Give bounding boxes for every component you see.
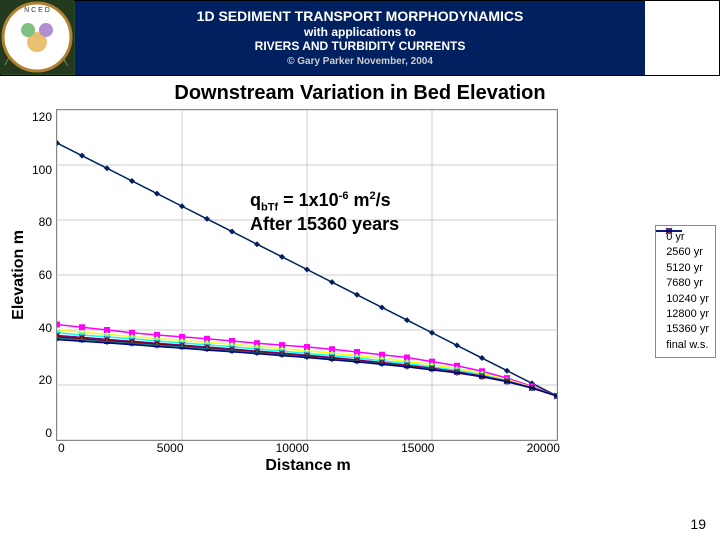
header-line2: with applications to — [75, 25, 645, 39]
legend-item: 5120 yr — [662, 261, 709, 276]
legend-item: 10240 yr — [662, 292, 709, 307]
svg-text:N C E D: N C E D — [24, 7, 50, 14]
legend-item: final w.s. — [662, 338, 709, 353]
plot-svg — [57, 110, 557, 440]
header-title: 1D SEDIMENT TRANSPORT MORPHODYNAMICS wit… — [75, 8, 645, 68]
legend-item: 15360 yr — [662, 322, 709, 337]
y-axis-label: Elevation m — [10, 230, 32, 320]
chart-title: Downstream Variation in Bed Elevation — [10, 82, 710, 105]
legend: 0 yr2560 yr5120 yr7680 yr10240 yr12800 y… — [655, 225, 716, 358]
chart-container: Downstream Variation in Bed Elevation El… — [10, 82, 710, 475]
legend-item: 7680 yr — [662, 276, 709, 291]
x-tick-labels: 05000100001500020000 — [58, 441, 560, 455]
annot-line1: qbTf = 1x10-6 m2/s — [250, 190, 399, 214]
page-number: 19 — [690, 516, 706, 532]
x-axis-label: Distance m — [58, 457, 558, 475]
header-bar: 1D SEDIMENT TRANSPORT MORPHODYNAMICS wit… — [0, 0, 720, 76]
plot-area — [56, 109, 558, 441]
header-line3: RIVERS AND TURBIDITY CURRENTS — [75, 39, 645, 53]
annotation-text: qbTf = 1x10-6 m2/s After 15360 years — [250, 190, 399, 235]
legend-item: 2560 yr — [662, 245, 709, 260]
header-line1: 1D SEDIMENT TRANSPORT MORPHODYNAMICS — [75, 8, 645, 25]
legend-item: 12800 yr — [662, 307, 709, 322]
logo-right: N C E D — [645, 1, 719, 75]
annot-line2: After 15360 years — [250, 214, 399, 235]
header-copyright: © Gary Parker November, 2004 — [75, 56, 645, 68]
y-tick-labels: 120100806040200 — [32, 110, 56, 440]
